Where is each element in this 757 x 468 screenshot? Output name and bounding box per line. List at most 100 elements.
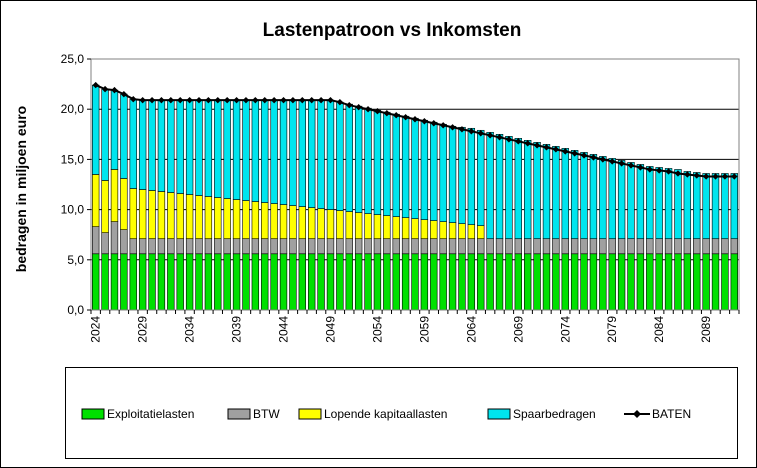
bar-spaarbedragen <box>448 125 457 223</box>
bar-spaarbedragen <box>232 99 241 200</box>
baten-point <box>346 101 353 109</box>
bar-spaarbedragen <box>354 105 363 213</box>
bar-btw <box>570 238 579 255</box>
bar-lopende-kapitaallasten <box>261 202 269 240</box>
x-tick-label: 2039 <box>230 316 244 343</box>
bar-lopende-kapitaallasten <box>448 222 457 240</box>
bar-exploitatielasten <box>627 253 635 311</box>
bar-exploitatielasten <box>730 253 738 311</box>
baten-point <box>721 173 729 180</box>
legend-label-exploitatielasten: Exploitatielasten <box>107 407 194 421</box>
baten-point <box>402 114 409 121</box>
bar-btw <box>514 238 522 255</box>
bar-spaarbedragen <box>552 146 560 240</box>
baten-point <box>308 96 315 104</box>
bar-lopende-kapitaallasten <box>467 224 476 240</box>
bar-exploitatielasten <box>448 253 457 311</box>
bar-lopende-kapitaallasten <box>364 213 372 240</box>
bar-spaarbedragen <box>533 142 541 240</box>
bar-spaarbedragen <box>92 84 100 175</box>
bar-spaarbedragen <box>570 150 579 240</box>
baten-point <box>270 96 278 104</box>
baten-point <box>477 130 484 137</box>
bar-btw <box>270 238 278 255</box>
bar-spaarbedragen <box>195 99 203 196</box>
baten-point <box>496 134 503 141</box>
bar-spaarbedragen <box>167 99 175 193</box>
bar-btw <box>655 238 663 255</box>
bar-exploitatielasten <box>721 253 729 311</box>
legend-swatch-exploitatielasten <box>81 408 105 420</box>
legend: Exploitatielasten BTW Lopende kapitaallast… <box>65 367 738 459</box>
baten-point <box>552 146 560 153</box>
bar-spaarbedragen <box>129 98 137 189</box>
y-tick-label: 10,0 <box>61 203 85 217</box>
baten-point <box>148 96 156 104</box>
x-tick-label: 2064 <box>464 316 478 343</box>
baten-point <box>242 96 250 104</box>
bar-exploitatielasten <box>308 253 316 311</box>
bar-btw <box>683 238 692 255</box>
bar-lopende-kapitaallasten <box>289 205 297 240</box>
bar-btw <box>401 238 410 255</box>
bar-spaarbedragen <box>495 134 504 240</box>
bar-btw <box>101 232 109 255</box>
x-axis-ticks: 2024 2029 2034 2039 2044 2049 2054 2059 2064 2069… <box>89 310 740 343</box>
baten-point <box>627 162 635 169</box>
bar-lopende-kapitaallasten <box>148 190 156 240</box>
baten-point <box>158 96 165 104</box>
bar-exploitatielasten <box>514 253 522 311</box>
bar-exploitatielasten <box>120 253 128 311</box>
bar-spaarbedragen <box>721 173 729 240</box>
baten-point <box>261 96 268 104</box>
bar-exploitatielasten <box>439 253 447 311</box>
bar-lopende-kapitaallasten <box>92 174 100 227</box>
bar-spaarbedragen <box>214 99 222 198</box>
bar-exploitatielasten <box>317 253 325 311</box>
bar-exploitatielasten <box>570 253 579 311</box>
bar-spaarbedragen <box>317 99 325 209</box>
bar-spaarbedragen <box>223 99 231 199</box>
bar-exploitatielasten <box>608 253 616 311</box>
bar-spaarbedragen <box>458 126 466 224</box>
bar-lopende-kapitaallasten <box>157 191 166 240</box>
bar-exploitatielasten <box>270 253 278 311</box>
bar-exploitatielasten <box>711 253 720 311</box>
bar-spaarbedragen <box>270 99 278 204</box>
bar-spaarbedragen <box>505 136 513 240</box>
baten-point <box>223 96 231 104</box>
baten-point <box>731 173 738 180</box>
bar-exploitatielasten <box>495 253 504 311</box>
baten-point <box>139 96 146 104</box>
bar-spaarbedragen <box>373 109 382 215</box>
bar-exploitatielasten <box>655 253 663 311</box>
baten-point <box>702 173 710 180</box>
bar-btw <box>157 238 166 255</box>
bar-lopende-kapitaallasten <box>138 189 147 240</box>
bar-btw <box>524 238 532 255</box>
bar-exploitatielasten <box>138 253 147 311</box>
bar-btw <box>580 238 588 255</box>
bar-exploitatielasten <box>289 253 297 311</box>
bar-exploitatielasten <box>261 253 269 311</box>
baten-point <box>646 166 653 173</box>
bar-btw <box>185 238 194 255</box>
bar-lopende-kapitaallasten <box>232 199 241 240</box>
bar-btw <box>364 238 372 255</box>
bar-spaarbedragen <box>411 117 419 219</box>
bar-exploitatielasten <box>636 253 645 311</box>
bar-exploitatielasten <box>505 253 513 311</box>
bar-exploitatielasten <box>176 253 184 311</box>
bar-exploitatielasten <box>392 253 400 311</box>
bar-lopende-kapitaallasten <box>223 198 231 240</box>
bar-spaarbedragen <box>308 99 316 208</box>
bar-lopende-kapitaallasten <box>214 197 222 240</box>
bar-btw <box>261 238 269 255</box>
bar-lopende-kapitaallasten <box>336 210 344 240</box>
baten-point <box>458 126 466 133</box>
baten-point <box>693 172 700 179</box>
bar-spaarbedragen <box>439 123 447 222</box>
bar-exploitatielasten <box>430 253 438 311</box>
bar-lopende-kapitaallasten <box>110 169 119 222</box>
bar-spaarbedragen <box>674 169 682 240</box>
